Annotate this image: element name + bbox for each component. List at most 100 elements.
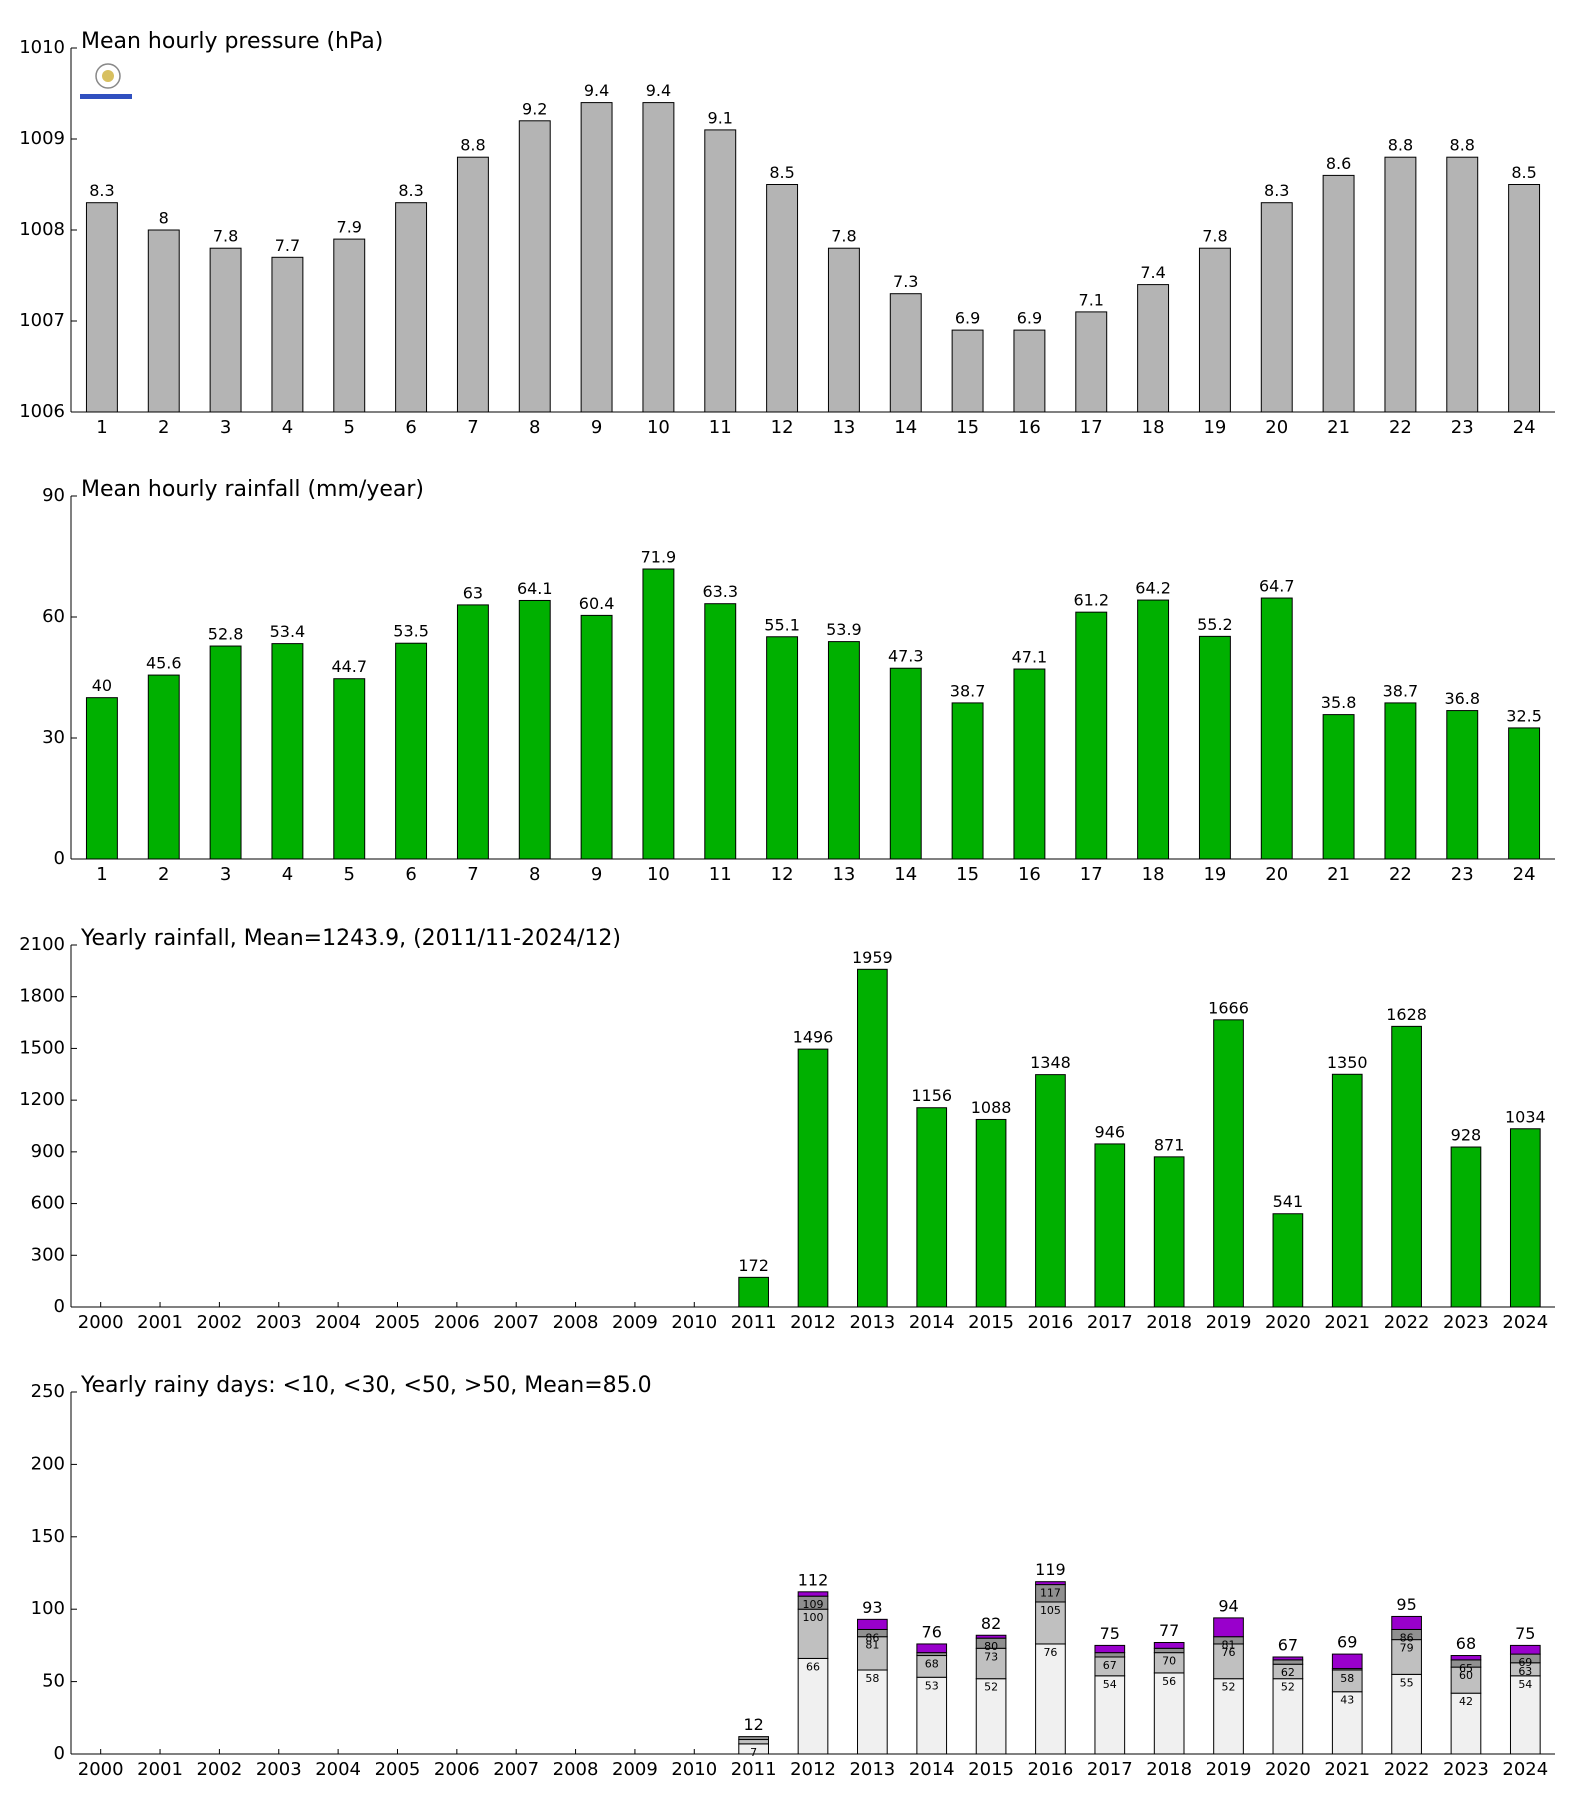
value-label: 7.8 xyxy=(213,227,238,246)
value-label: 8.8 xyxy=(460,136,485,155)
bar xyxy=(951,702,984,860)
value-label: 1496 xyxy=(793,1028,834,1047)
x-tick-label: 24 xyxy=(1513,417,1536,438)
x-tick-label: 20 xyxy=(1265,864,1288,885)
total-label: 82 xyxy=(981,1614,1001,1633)
total-label: 12 xyxy=(743,1715,763,1734)
segment-label: 52 xyxy=(1281,1681,1295,1694)
x-tick-label: 12 xyxy=(771,864,794,885)
bar xyxy=(827,641,860,860)
x-tick-label: 2024 xyxy=(1502,1759,1548,1780)
x-tick-label: 24 xyxy=(1513,864,1536,885)
bar xyxy=(147,229,180,413)
bar xyxy=(1198,247,1231,413)
bar-segment xyxy=(738,1739,769,1745)
value-label: 8 xyxy=(159,209,169,228)
total-label: 76 xyxy=(922,1622,942,1641)
bar xyxy=(271,256,304,413)
bar xyxy=(1075,611,1108,860)
value-label: 40 xyxy=(92,676,112,695)
total-label: 94 xyxy=(1218,1596,1238,1615)
x-tick-label: 2006 xyxy=(434,1312,480,1333)
value-label: 9.4 xyxy=(646,81,671,100)
x-tick-label: 2021 xyxy=(1324,1312,1370,1333)
bar xyxy=(889,667,922,860)
bar-segment xyxy=(1213,1678,1244,1755)
x-tick-label: 13 xyxy=(832,864,855,885)
value-label: 55.1 xyxy=(764,615,800,634)
bar xyxy=(1260,597,1293,860)
y-tick-label: 1009 xyxy=(19,128,65,149)
bar xyxy=(1322,714,1355,860)
x-tick-label: 2012 xyxy=(790,1759,836,1780)
y-tick-label: 200 xyxy=(31,1453,65,1474)
bar-segment xyxy=(1272,1656,1304,1661)
bar xyxy=(333,678,366,860)
bar-segment xyxy=(857,1618,888,1630)
bar xyxy=(1260,202,1293,413)
y-tick-label: 600 xyxy=(31,1193,65,1214)
value-label: 8.3 xyxy=(398,181,423,200)
x-tick-label: 3 xyxy=(220,417,231,438)
segment-label: 43 xyxy=(1340,1694,1354,1707)
x-tick-label: 4 xyxy=(282,417,293,438)
bar xyxy=(85,202,118,413)
x-tick-label: 2013 xyxy=(849,1759,895,1780)
total-label: 75 xyxy=(1100,1624,1120,1643)
x-tick-label: 21 xyxy=(1327,864,1350,885)
bar-segment xyxy=(975,1647,1007,1680)
y-tick-label: 2100 xyxy=(19,934,65,955)
bar xyxy=(738,1276,769,1308)
bar-segment xyxy=(975,1678,1007,1755)
x-tick-label: 2 xyxy=(158,417,169,438)
bar xyxy=(951,329,984,413)
bar-segment xyxy=(857,1636,888,1671)
x-tick-label: 17 xyxy=(1080,864,1103,885)
segment-label: 79 xyxy=(1400,1642,1414,1655)
y-tick-label: 90 xyxy=(42,485,65,506)
bar xyxy=(271,643,304,860)
bar-segment xyxy=(916,1676,948,1755)
x-tick-label: 2010 xyxy=(671,1312,717,1333)
x-tick-label: 2003 xyxy=(256,1759,302,1780)
segment-label: 52 xyxy=(1222,1681,1236,1694)
bar xyxy=(1508,727,1541,860)
chart-title: Yearly rainy days: <10, <30, <50, >50, M… xyxy=(80,1373,652,1398)
bar xyxy=(916,1107,948,1308)
segment-label: 80 xyxy=(984,1640,998,1653)
bar xyxy=(857,968,888,1308)
x-tick-label: 2004 xyxy=(315,1759,361,1780)
y-tick-label: 1006 xyxy=(19,401,65,422)
y-tick-label: 30 xyxy=(42,727,65,748)
value-label: 8.3 xyxy=(1264,181,1289,200)
y-tick-label: 1010 xyxy=(19,37,65,58)
bar xyxy=(827,247,860,413)
bar xyxy=(580,102,613,413)
segment-label: 54 xyxy=(1103,1678,1117,1691)
total-label: 67 xyxy=(1278,1635,1298,1654)
x-tick-label: 17 xyxy=(1080,417,1103,438)
x-tick-label: 2014 xyxy=(909,1312,955,1333)
y-tick-label: 250 xyxy=(31,1381,65,1402)
x-tick-label: 4 xyxy=(282,864,293,885)
x-tick-label: 2018 xyxy=(1146,1759,1192,1780)
chart-title: Yearly rainfall, Mean=1243.9, (2011/11-2… xyxy=(80,926,621,951)
x-tick-label: 10 xyxy=(647,417,670,438)
x-tick-label: 2017 xyxy=(1087,1312,1133,1333)
x-tick-label: 2024 xyxy=(1502,1312,1548,1333)
bar-segment xyxy=(1391,1615,1422,1630)
x-tick-label: 7 xyxy=(467,417,478,438)
total-label: 69 xyxy=(1337,1633,1357,1652)
bar-segment xyxy=(1094,1675,1126,1755)
bar-segment xyxy=(1331,1653,1363,1670)
y-tick-label: 100 xyxy=(31,1598,65,1619)
bar xyxy=(518,599,551,860)
y-tick-label: 50 xyxy=(42,1671,65,1692)
value-label: 1350 xyxy=(1327,1053,1368,1072)
segment-label: 105 xyxy=(1040,1604,1061,1617)
x-tick-label: 23 xyxy=(1451,417,1474,438)
bar-segment xyxy=(1094,1644,1126,1654)
x-tick-label: 2015 xyxy=(968,1312,1014,1333)
segment-label: 7 xyxy=(750,1746,757,1759)
value-label: 8.3 xyxy=(89,181,114,200)
